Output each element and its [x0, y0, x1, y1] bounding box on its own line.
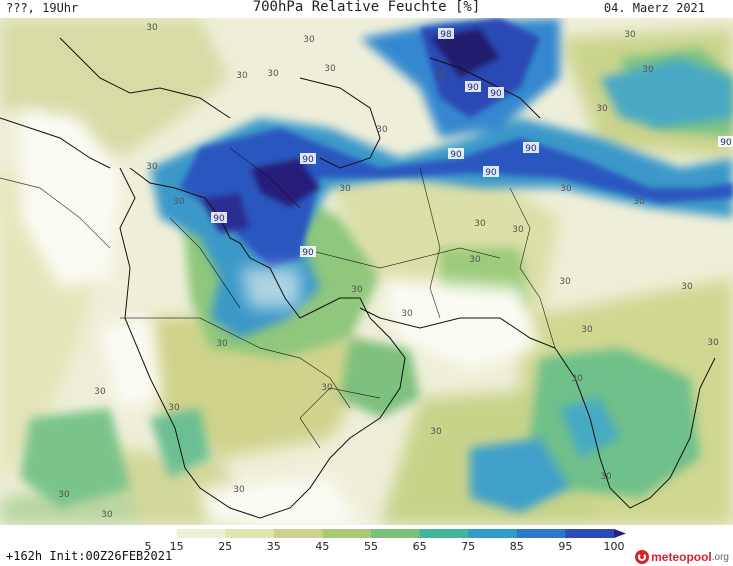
contour-label-low: 30: [146, 23, 158, 33]
dry-areas: [20, 108, 540, 525]
colorbar-tick-label: 45: [315, 540, 330, 553]
contour-label-low: 30: [236, 71, 248, 81]
contour-label-low: 30: [434, 70, 446, 80]
contour-label-low: 30: [401, 309, 413, 319]
contour-label-low: 30: [681, 282, 693, 292]
colorbar-tick-label: 5: [144, 540, 152, 553]
contour-label-high: 90: [300, 153, 316, 165]
contour-label-low: 30: [430, 427, 442, 437]
date-label: 04. Maerz 2021: [603, 1, 705, 15]
contour-label-low: 30: [168, 403, 180, 413]
svg-text:90: 90: [525, 144, 537, 154]
colorbar-swatch: [371, 529, 421, 538]
contour-label-low: 30: [474, 219, 486, 229]
map-canvas: 90 90 90 90 90 90: [0, 18, 733, 525]
colorbar-swatches: [128, 529, 615, 538]
colorbar-swatch: [565, 529, 615, 538]
svg-text:90: 90: [450, 150, 462, 160]
contour-label-low: 30: [303, 35, 315, 45]
contour-label-low: 30: [571, 374, 583, 384]
colorbar-swatch: [468, 529, 518, 538]
header: ???, 19Uhr 700hPa Relative Feuchte [%] 0…: [0, 0, 733, 18]
colorbar-swatch: [273, 529, 323, 538]
meteopool-logo[interactable]: meteo pool .org: [635, 548, 729, 566]
contour-label-low: 30: [146, 162, 158, 172]
coastlines: [0, 37, 716, 519]
contour-label-high: 90: [300, 246, 316, 258]
contour-label-low: 30: [560, 184, 572, 194]
contour-label-low: 30: [233, 485, 245, 495]
contour-label-high: 90: [448, 148, 464, 160]
contour-label-low: 30: [267, 69, 279, 79]
contour-label-low: 30: [581, 325, 593, 335]
contour-label-low: 30: [173, 197, 185, 207]
colorbar-arrow: [614, 529, 626, 538]
contour-label-low: 30: [58, 490, 70, 500]
colorbar-tick-labels: 5 15 25 35 45 55 65 75 85 95 100: [128, 540, 628, 554]
svg-text:90: 90: [302, 155, 314, 165]
contour-label-low: 30: [600, 472, 612, 482]
logo-text-org: .org: [711, 551, 729, 563]
contour-label-high: 90: [465, 81, 481, 93]
svg-text:90: 90: [467, 83, 479, 93]
colorbar-tick-label: 75: [461, 540, 476, 553]
contour-label-low: 30: [94, 387, 106, 397]
contour-label-high: 90: [211, 212, 227, 224]
contour-label-low: 30: [469, 255, 481, 265]
colorbar-swatch: [322, 529, 372, 538]
contour-label-low: 30: [324, 64, 336, 74]
colorbar-swatch: [516, 529, 566, 538]
svg-text:90: 90: [490, 89, 502, 99]
contour-label-low: 30: [559, 277, 571, 287]
contour-label-low: 30: [339, 184, 351, 194]
contour-label-low: 30: [376, 125, 388, 135]
colorbar-tick-label: 65: [412, 540, 427, 553]
colorbar-tick-label: 100: [603, 540, 625, 553]
contour-label-high: 90: [523, 142, 539, 154]
contour-label-low: 30: [707, 338, 719, 348]
contour-label-low: 30: [101, 510, 113, 520]
contour-label-high: 90: [718, 136, 733, 148]
colorbar: [128, 529, 626, 538]
contour-label-low: 30: [633, 197, 645, 207]
valid-time-label: ???, 19Uhr: [6, 1, 79, 15]
meteopool-logo-icon: [635, 550, 650, 564]
contour-label-low: 30: [512, 225, 524, 235]
contour-label-high: 90: [483, 166, 499, 178]
colorbar-swatch: [128, 529, 178, 538]
svg-text:90: 90: [485, 168, 497, 178]
colorbar-tick-label: 15: [169, 540, 184, 553]
colorbar-tick-label: 85: [509, 540, 524, 553]
colorbar-tick-label: 25: [218, 540, 233, 553]
colorbar-swatch: [176, 529, 226, 538]
colorbar-swatch: [419, 529, 469, 538]
svg-text:90: 90: [720, 138, 732, 148]
contour-labels: 90 90 90 90 90 90: [58, 23, 733, 520]
colorbar-tick-label: 55: [364, 540, 378, 553]
colorbar-tick-label: 35: [266, 540, 281, 553]
colorbar-tick-label: 95: [558, 540, 573, 553]
logo-text-meteo: meteo: [651, 550, 687, 564]
contour-label-low: 30: [642, 65, 654, 75]
humidity-map: 90 90 90 90 90 90: [0, 18, 733, 525]
contour-label-low: 30: [216, 339, 228, 349]
contour-label-low: 30: [624, 30, 636, 40]
contour-label-low: 30: [321, 383, 333, 393]
contour-label-peak: 98: [438, 28, 454, 40]
model-run-label: +162h Init:00Z26FEB2021: [6, 549, 173, 563]
contour-label-low: 30: [351, 285, 363, 295]
contour-label-low: 30: [596, 104, 608, 114]
contour-labels-low: 30 30 30 30 30 30 30 30 30 30 30 30 30 3…: [58, 23, 719, 520]
map-title: 700hPa Relative Feuchte [%]: [252, 0, 481, 15]
svg-text:90: 90: [302, 248, 314, 258]
svg-text:90: 90: [213, 214, 225, 224]
contour-label-high: 90: [488, 87, 504, 99]
svg-text:98: 98: [440, 30, 452, 40]
logo-text-pool: pool: [686, 550, 712, 564]
country-borders: [0, 147, 556, 449]
colorbar-swatch: [225, 529, 275, 538]
